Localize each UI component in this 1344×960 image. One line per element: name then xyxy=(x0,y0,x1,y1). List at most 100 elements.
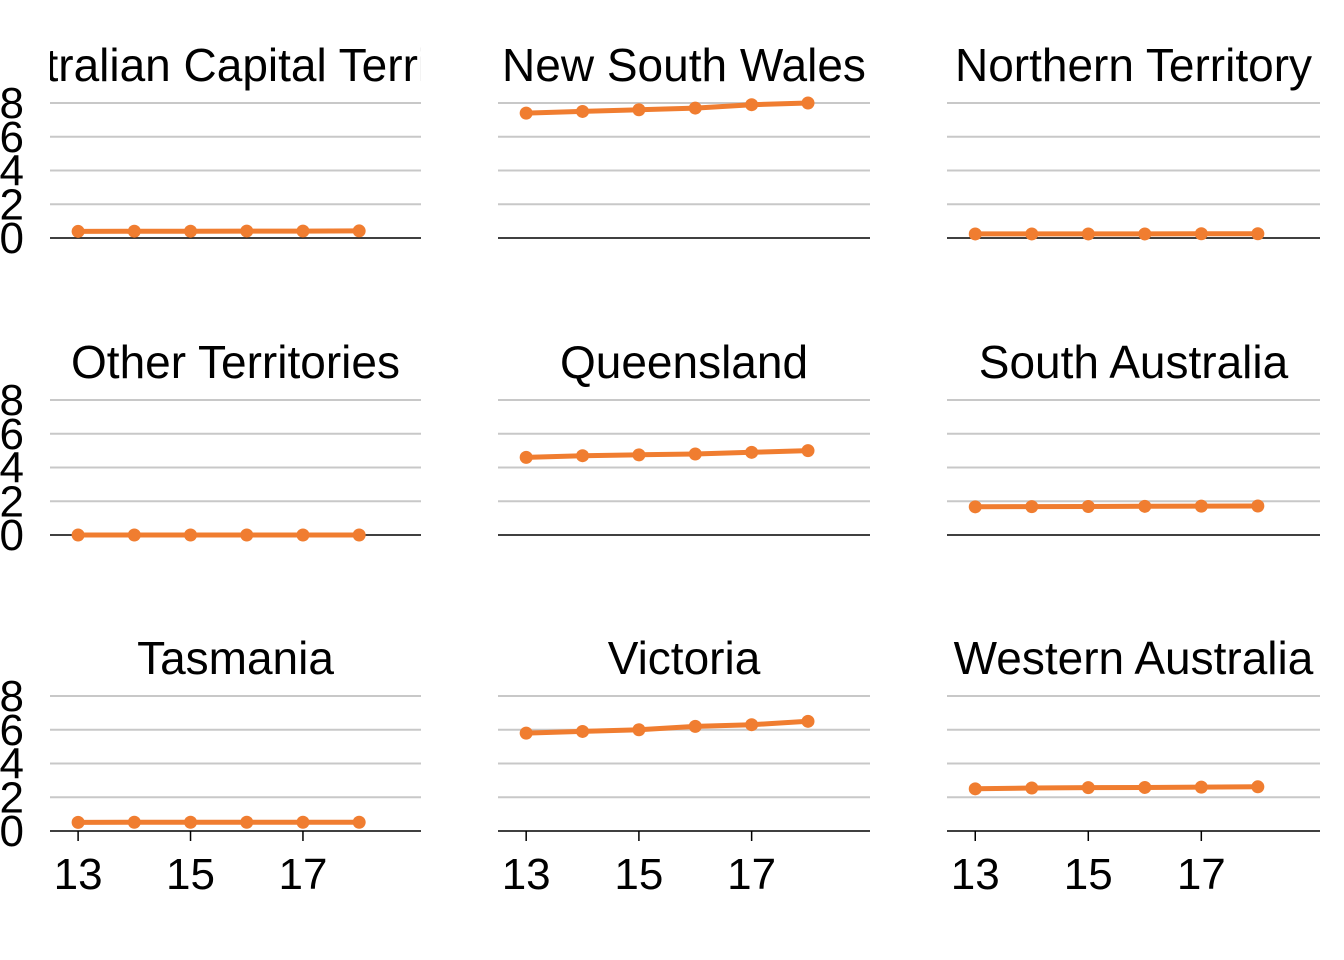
data-point xyxy=(1194,499,1208,513)
data-point xyxy=(1081,781,1095,795)
data-point xyxy=(968,500,982,514)
data-point xyxy=(688,101,702,115)
data-point xyxy=(1194,780,1208,794)
data-point xyxy=(1025,500,1039,514)
y-tick-label: 2 xyxy=(0,773,24,822)
y-tick-label: 4 xyxy=(0,147,24,196)
y-tick-label: 8 xyxy=(0,376,24,425)
data-point xyxy=(352,224,366,238)
data-point xyxy=(352,528,366,542)
facet-panel: Western Australia 13 15 17 xyxy=(947,632,1320,899)
y-tick-label: 8 xyxy=(0,672,24,721)
series-line xyxy=(523,718,811,736)
data-point xyxy=(71,528,85,542)
data-point xyxy=(1138,499,1152,513)
data-point xyxy=(968,227,982,241)
data-point xyxy=(801,96,815,110)
data-point xyxy=(296,815,310,829)
facet-panel: Northern Territory xyxy=(947,39,1320,241)
data-point xyxy=(1138,780,1152,794)
data-point xyxy=(127,815,141,829)
data-point xyxy=(632,103,646,117)
panel-title: Western Australia xyxy=(954,632,1314,684)
y-tick-label: 0 xyxy=(0,511,24,560)
data-point xyxy=(801,444,815,458)
x-tick-label: 13 xyxy=(502,850,551,899)
data-point xyxy=(296,224,310,238)
data-point xyxy=(184,528,198,542)
data-point xyxy=(352,815,366,829)
y-tick-label: 6 xyxy=(0,410,24,459)
series-line xyxy=(523,100,811,116)
data-point xyxy=(71,815,85,829)
data-point xyxy=(632,448,646,462)
data-point xyxy=(576,104,590,118)
data-point xyxy=(184,815,198,829)
data-point xyxy=(240,528,254,542)
facet-panel: New South Wales xyxy=(498,39,870,239)
y-tick-label: 0 xyxy=(0,807,24,856)
data-point xyxy=(1194,227,1208,241)
data-point xyxy=(968,782,982,796)
x-tick-label: 15 xyxy=(166,850,215,899)
x-tick-label: 17 xyxy=(278,850,327,899)
y-tick-label: 4 xyxy=(0,444,24,493)
x-tick-label: 17 xyxy=(727,850,776,899)
panel-title: South Australia xyxy=(979,336,1289,388)
panel-title: Victoria xyxy=(608,632,761,684)
x-tick-label: 13 xyxy=(951,850,1000,899)
data-point xyxy=(71,224,85,238)
data-point xyxy=(1138,227,1152,241)
data-point xyxy=(519,106,533,120)
panel-title: Australian Capital Territory xyxy=(0,39,505,91)
data-point xyxy=(688,719,702,733)
y-tick-label: 8 xyxy=(0,79,24,128)
data-point xyxy=(576,449,590,463)
y-tick-label: 6 xyxy=(0,706,24,755)
series-line xyxy=(75,228,362,234)
data-point xyxy=(127,224,141,238)
panel-title: New South Wales xyxy=(502,39,866,91)
data-point xyxy=(519,726,533,740)
panel-title: Other Territories xyxy=(71,336,400,388)
y-tick-label: 2 xyxy=(0,180,24,229)
data-point xyxy=(127,528,141,542)
data-point xyxy=(1251,227,1265,241)
data-point xyxy=(240,224,254,238)
data-point xyxy=(688,447,702,461)
data-point xyxy=(745,445,759,459)
panel-title: Tasmania xyxy=(137,632,334,684)
x-tick-label: 15 xyxy=(614,850,663,899)
panel-title: Queensland xyxy=(560,336,808,388)
series-line xyxy=(972,503,1261,510)
data-point xyxy=(1251,499,1265,513)
facet-panel: Victoria 13 15 17 xyxy=(498,632,870,899)
data-point xyxy=(745,98,759,112)
data-point xyxy=(184,224,198,238)
x-tick-label: 15 xyxy=(1064,850,1113,899)
data-point xyxy=(576,724,590,738)
x-tick-label: 13 xyxy=(54,850,103,899)
data-point xyxy=(801,714,815,728)
facet-panel: South Australia xyxy=(947,336,1320,536)
y-tick-label: 0 xyxy=(0,214,24,263)
y-tick-label: 6 xyxy=(0,113,24,162)
series-line xyxy=(972,784,1261,792)
data-point xyxy=(632,723,646,737)
data-point xyxy=(1251,780,1265,794)
data-point xyxy=(1025,781,1039,795)
data-point xyxy=(745,718,759,732)
series-line xyxy=(523,448,811,460)
data-point xyxy=(240,815,254,829)
data-point xyxy=(1081,499,1095,513)
data-point xyxy=(519,450,533,464)
facet-panel: Queensland xyxy=(498,336,870,536)
data-point xyxy=(1025,227,1039,241)
x-tick-label: 17 xyxy=(1177,850,1226,899)
data-point xyxy=(1081,227,1095,241)
y-tick-label: 4 xyxy=(0,740,24,789)
